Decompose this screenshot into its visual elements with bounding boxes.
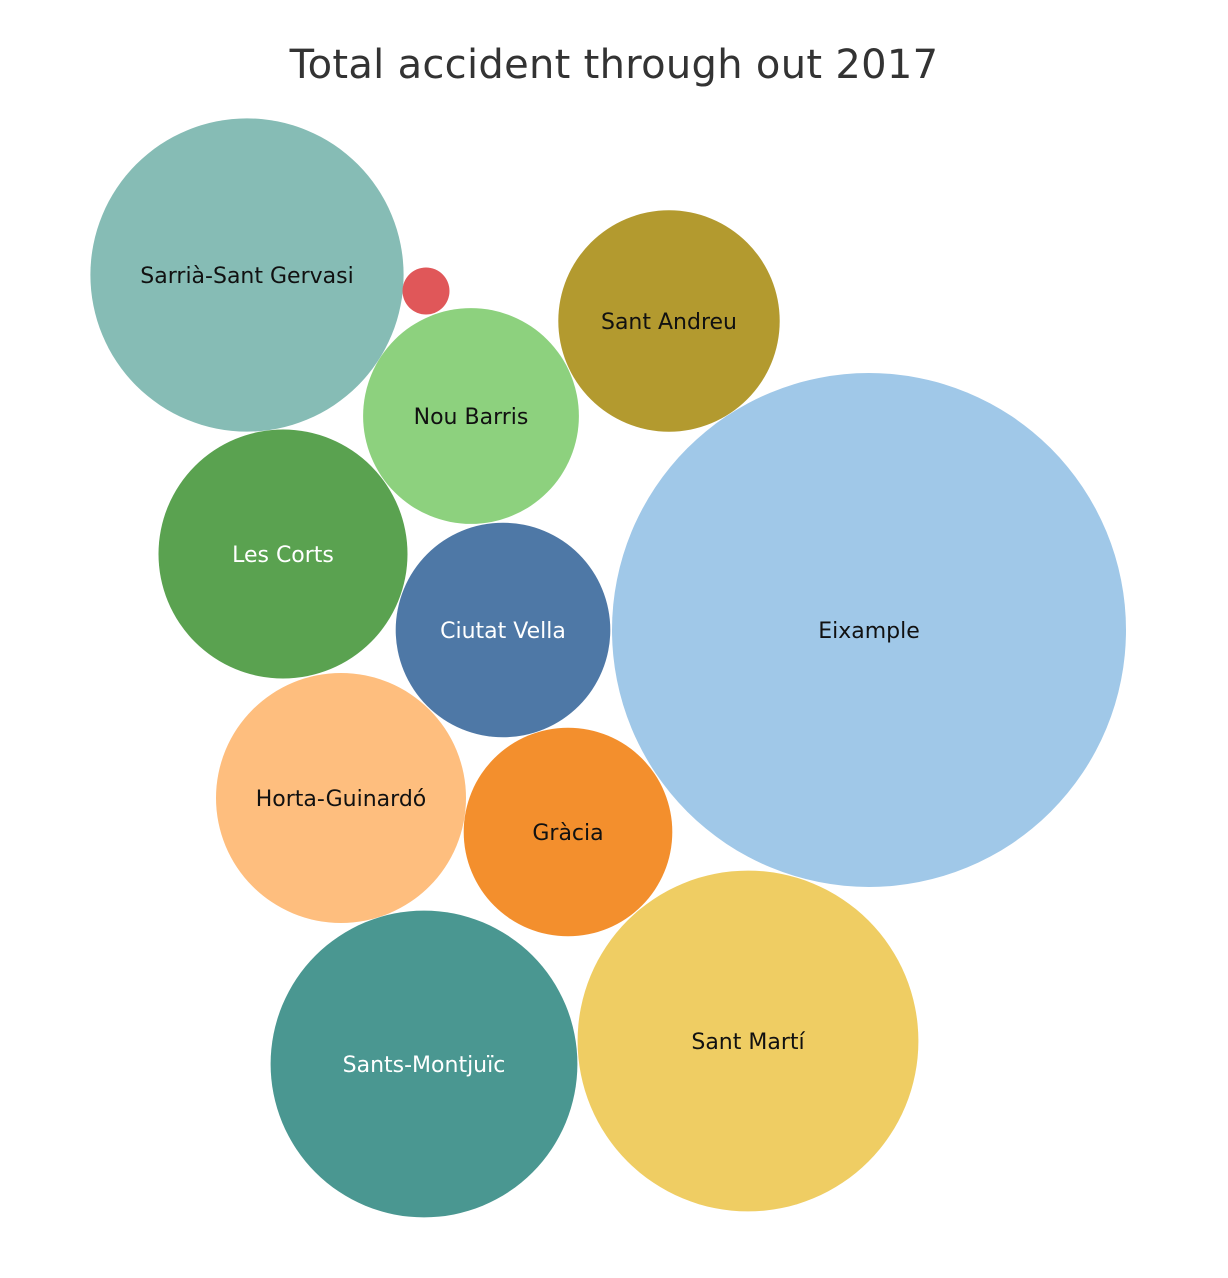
bubble-group-sant-andreu[interactable]: Sant Andreu [558, 210, 780, 432]
bubble-group-sant-marti[interactable]: Sant Martí [577, 870, 919, 1212]
bubble-label-ciutat-vella: Ciutat Vella [440, 619, 566, 644]
bubble-les-corts[interactable] [158, 429, 408, 679]
bubble-horta-guinardo[interactable] [216, 673, 466, 923]
bubble-label-sant-andreu: Sant Andreu [601, 310, 737, 335]
bubble-label-sant-marti: Sant Martí [691, 1030, 805, 1055]
bubble-sant-andreu[interactable] [558, 210, 780, 432]
bubble-label-nou-barris: Nou Barris [414, 405, 529, 430]
bubble-label-sarria-sant-gervasi: Sarrià-Sant Gervasi [140, 264, 353, 289]
bubble-group-ciutat-vella[interactable]: Ciutat Vella [395, 522, 611, 738]
bubble-label-horta-guinardo: Horta-Guinardó [256, 787, 427, 812]
bubble-unlabeled[interactable] [402, 267, 450, 315]
bubble-label-les-corts: Les Corts [232, 543, 334, 568]
bubble-group-eixample[interactable]: Eixample [612, 373, 1126, 887]
chart-title: Total accident through out 2017 [289, 42, 939, 88]
bubble-gracia[interactable] [463, 727, 673, 937]
bubble-label-gracia: Gràcia [532, 821, 603, 846]
bubble-sarria-sant-gervasi[interactable] [90, 118, 404, 432]
bubble-group-unlabeled[interactable] [402, 267, 450, 315]
bubble-sant-marti[interactable] [577, 870, 919, 1212]
bubble-sants-montjuic[interactable] [270, 910, 578, 1218]
bubble-group-horta-guinardo[interactable]: Horta-Guinardó [216, 673, 466, 923]
bubble-label-sants-montjuic: Sants-Montjuïc [343, 1053, 506, 1078]
bubble-group-les-corts[interactable]: Les Corts [158, 429, 408, 679]
bubble-group-nou-barris[interactable]: Nou Barris [363, 308, 579, 524]
bubble-label-eixample: Eixample [818, 619, 920, 644]
bubble-group-sants-montjuic[interactable]: Sants-Montjuïc [270, 910, 578, 1218]
bubble-eixample[interactable] [612, 373, 1126, 887]
bubble-group-sarria-sant-gervasi[interactable]: Sarrià-Sant Gervasi [90, 118, 404, 432]
bubble-nou-barris[interactable] [363, 308, 579, 524]
bubble-group-gracia[interactable]: Gràcia [463, 727, 673, 937]
bubble-ciutat-vella[interactable] [395, 522, 611, 738]
